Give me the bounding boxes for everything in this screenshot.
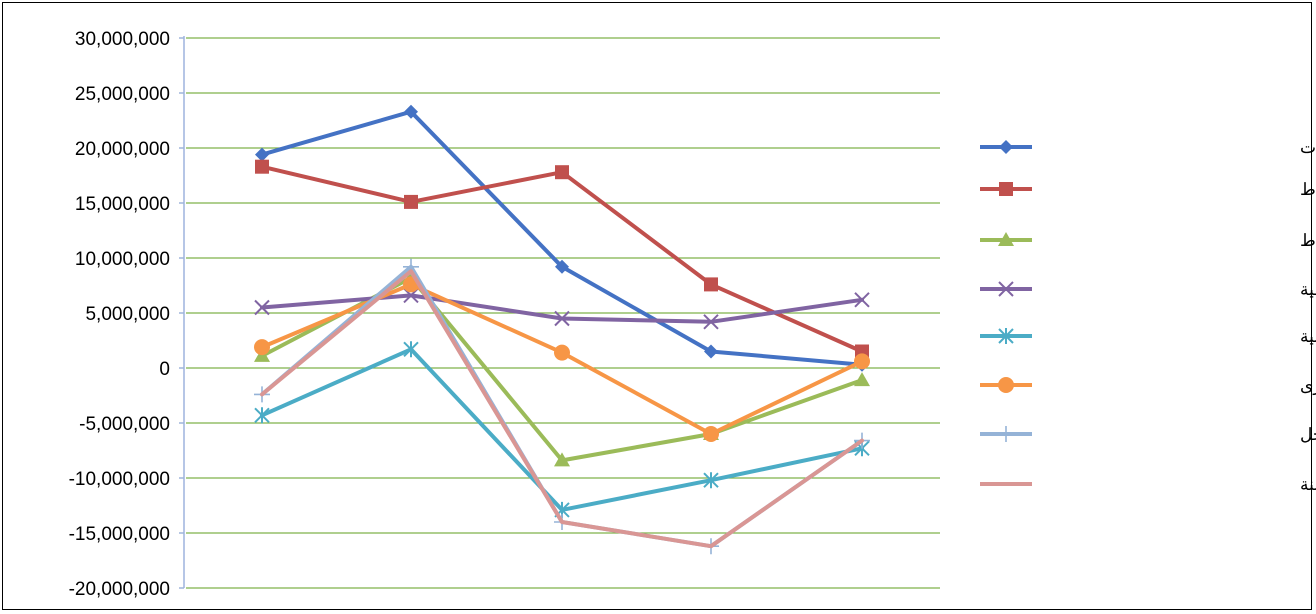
legend-swatch-marker [998, 281, 1014, 297]
legend-swatch-marker [998, 377, 1014, 393]
data-point [404, 194, 418, 209]
legend-label: تكاليف النشاط [1300, 180, 1316, 199]
legend-entry: المبيعات [980, 138, 1316, 157]
legend-entry: اجمالي دخل النشاط [980, 231, 1316, 250]
y-tick-labels: 30,000,000 25,000,000 20,000,000 15,000,000… [69, 29, 170, 600]
legend-label: مصاريف ادارية وتسويقية [1300, 280, 1316, 300]
series-line [260, 347, 864, 512]
y-tick-label: 30,000,000 [75, 29, 170, 50]
legend-swatch-marker [999, 140, 1013, 154]
series-1 [255, 104, 869, 372]
series-8 [260, 269, 864, 549]
legend-entry: تكاليف النشاط [980, 180, 1316, 199]
data-point [854, 372, 870, 387]
legend-entry: صافي دخل الانشطة الرئيسية [980, 327, 1316, 347]
data-point [254, 299, 270, 316]
legend-label: نتائج الاعمال الاخرى [1300, 376, 1316, 396]
y-tick-label: 0 [159, 359, 170, 380]
data-point [254, 407, 270, 424]
data-point [704, 277, 718, 292]
data-point [555, 259, 569, 274]
data-point [255, 159, 269, 174]
legend-entry: صافي الدخل [980, 425, 1316, 444]
y-tick-label: 15,000,000 [75, 194, 170, 215]
legend-swatch-marker [999, 182, 1013, 196]
y-tick-label: 20,000,000 [75, 139, 170, 160]
legend-label: إجمالي الدخل الشامل للسنة [1300, 475, 1316, 494]
y-tick-label: 10,000,000 [75, 249, 170, 270]
legend-entry: نتائج الاعمال الاخرى [980, 376, 1316, 396]
y-axis [179, 36, 185, 589]
data-point [703, 472, 719, 489]
data-point [854, 292, 870, 308]
data-point [404, 104, 418, 119]
y-tick-label: -15,000,000 [69, 524, 170, 545]
legend: المبيعات تكاليف النشاط اجمالي دخل النشاط مص… [980, 138, 1316, 494]
grid-lines [186, 35, 940, 591]
legend-label: صافي دخل الانشطة الرئيسية [1300, 327, 1316, 347]
data-point [554, 452, 570, 467]
y-tick-label: -10,000,000 [69, 469, 170, 490]
legend-label: صافي الدخل [1300, 425, 1316, 444]
legend-swatch-marker [998, 232, 1014, 246]
legend-entry: مصاريف ادارية وتسويقية [980, 280, 1316, 300]
series-group [254, 104, 870, 555]
legend-swatch-marker [998, 426, 1014, 442]
data-point [554, 310, 570, 327]
legend-entry: إجمالي الدخل الشامل للسنة [980, 475, 1316, 494]
series-4 [254, 287, 870, 330]
legend-swatch-marker [998, 328, 1014, 344]
data-point [703, 314, 719, 330]
data-point [854, 353, 870, 370]
data-point [554, 344, 570, 361]
y-tick-label: -20,000,000 [69, 579, 170, 600]
series-line [260, 269, 864, 549]
y-tick-label: 5,000,000 [85, 304, 170, 325]
y-tick-label: -5,000,000 [79, 414, 170, 435]
legend-label: المبيعات [1300, 138, 1316, 157]
data-point [255, 147, 269, 162]
y-tick-label: 25,000,000 [75, 84, 170, 105]
data-point [704, 344, 718, 359]
data-point [403, 341, 419, 358]
legend-label: اجمالي دخل النشاط [1300, 231, 1316, 250]
data-point [254, 339, 270, 356]
data-point [555, 165, 569, 180]
data-point [703, 426, 719, 442]
series-2 [255, 159, 869, 359]
